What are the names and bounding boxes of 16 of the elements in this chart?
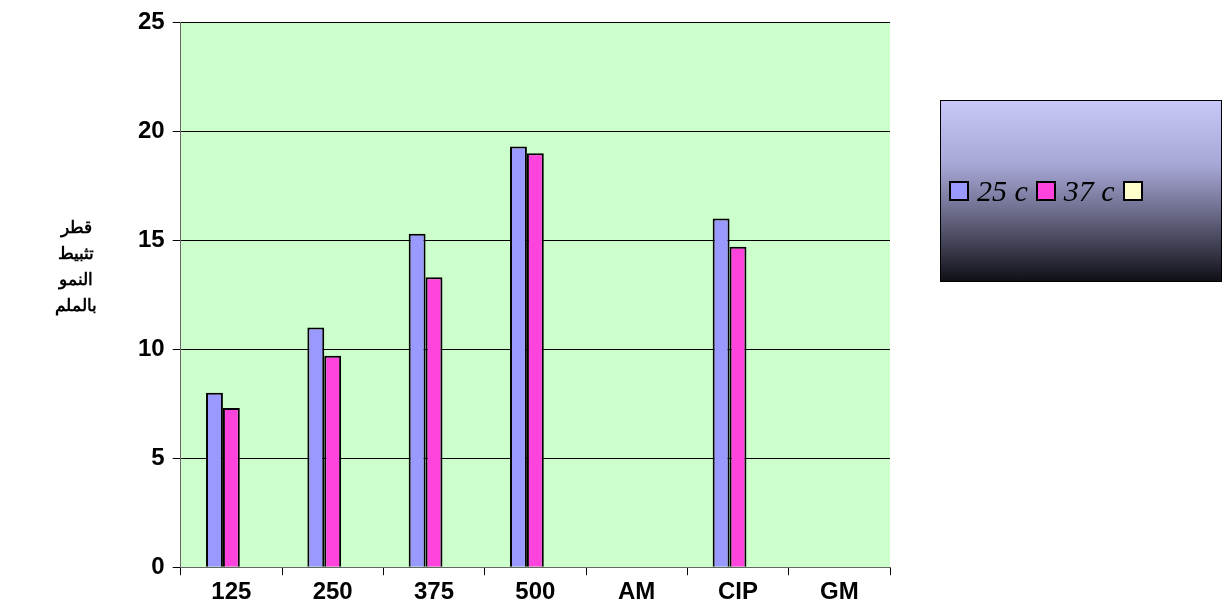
y-tick-label: 20 bbox=[137, 115, 165, 143]
y-tick-label: 25 bbox=[137, 7, 165, 35]
x-tick-label: AM bbox=[618, 577, 656, 605]
x-tick-label: GM bbox=[820, 577, 859, 605]
legend-label: 25 c bbox=[977, 174, 1028, 208]
x-tick-label: 250 bbox=[312, 577, 353, 605]
x-tick-label: CIP bbox=[718, 577, 759, 605]
y-tick-label: 15 bbox=[137, 224, 165, 252]
y-tick-label: 10 bbox=[137, 333, 165, 361]
y-axis-title: قطر تثبيط النمو بالملم bbox=[54, 217, 98, 318]
x-tick-label: 500 bbox=[515, 577, 556, 605]
y-tick-label: 0 bbox=[151, 551, 165, 579]
y-tick-label: 5 bbox=[151, 442, 165, 470]
x-tick-label: 125 bbox=[211, 577, 252, 605]
x-tick-label: 375 bbox=[413, 577, 455, 605]
legend-label: 37 c bbox=[1063, 174, 1115, 208]
